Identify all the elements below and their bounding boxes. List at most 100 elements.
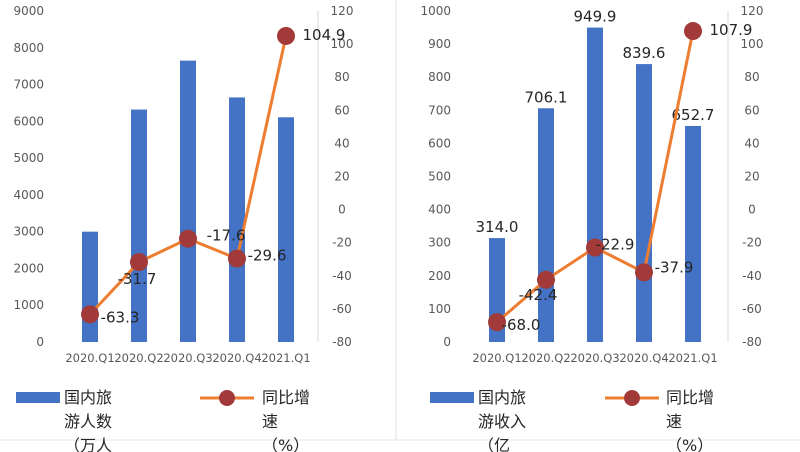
bar-value-label: 706.1 (525, 88, 568, 106)
bar-value-label: 839.6 (623, 44, 666, 62)
right-tick-label: -20 (742, 236, 762, 250)
right-tick-label: 0 (748, 203, 756, 217)
category-label: 2020.Q3 (163, 351, 212, 365)
right-tick-label: -40 (332, 269, 352, 283)
legend-line-label: 速 (262, 412, 278, 431)
growth-value-label: -17.6 (207, 227, 246, 245)
left-tick-label: 4000 (13, 188, 44, 202)
category-label: 2021.Q1 (261, 351, 310, 365)
legend-bar-label: 国内旅 (478, 388, 526, 407)
left-tick-label: 700 (428, 103, 451, 117)
legend-line-label: （%） (666, 436, 713, 452)
left-tick-label: 5000 (13, 151, 44, 165)
right-tick-label: 0 (338, 203, 346, 217)
left-tick-label: 6000 (13, 114, 44, 128)
legend-marker-swatch (219, 390, 235, 406)
left-tick-label: 800 (428, 70, 451, 84)
legend-line-label: （%） (262, 436, 309, 452)
right-tick-label: 40 (744, 136, 759, 150)
legend-bar-swatch (430, 392, 474, 403)
growth-value-label: -63.3 (101, 308, 140, 326)
category-label: 2020.Q4 (212, 351, 261, 365)
left-tick-label: 1000 (420, 4, 451, 18)
right-tick-label: 60 (744, 103, 759, 117)
right-tick-label: -80 (332, 335, 352, 349)
legend-line-label: 同比增 (666, 388, 714, 407)
bar (278, 117, 294, 342)
growth-marker (537, 270, 555, 289)
legend-bar-label: 游收入 (478, 412, 526, 431)
left-tick-label: 400 (428, 203, 451, 217)
legend-line-label: 同比增 (262, 388, 310, 407)
growth-marker (228, 249, 246, 268)
growth-marker (635, 263, 653, 282)
right-tick-label: -40 (742, 269, 762, 283)
right-tick-label: 80 (334, 70, 349, 84)
left-tick-label: 0 (36, 335, 44, 349)
bar (82, 231, 98, 342)
growth-value-label: -68.0 (502, 316, 541, 334)
legend-line-label: 速 (666, 412, 682, 431)
bar-value-label: 652.7 (672, 106, 715, 124)
tourist-count-chart: 0100020003000400050006000700080009000-80… (13, 4, 353, 452)
left-tick-label: 8000 (13, 41, 44, 55)
bar (131, 109, 147, 342)
right-tick-label: -60 (332, 302, 352, 316)
growth-marker (81, 305, 99, 324)
right-tick-label: 20 (334, 170, 349, 184)
right-tick-label: 100 (331, 37, 354, 51)
right-tick-label: 80 (744, 70, 759, 84)
growth-value-label: -31.7 (118, 270, 157, 288)
right-tick-label: 100 (741, 37, 764, 51)
growth-value-label: 104.9 (303, 26, 346, 44)
left-tick-label: 600 (428, 136, 451, 150)
left-tick-label: 300 (428, 236, 451, 250)
category-label: 2020.Q2 (114, 351, 163, 365)
category-label: 2020.Q2 (521, 351, 570, 365)
left-tick-label: 100 (428, 302, 451, 316)
growth-value-label: -22.9 (596, 235, 635, 253)
category-label: 2020.Q1 (472, 351, 521, 365)
growth-marker (586, 238, 604, 257)
legend-bar-swatch (16, 392, 60, 403)
right-tick-label: -80 (742, 335, 762, 349)
right-tick-label: 120 (741, 4, 764, 18)
category-label: 2020.Q4 (619, 351, 668, 365)
bar (587, 27, 603, 342)
growth-value-label: 107.9 (710, 21, 753, 39)
bar (685, 125, 701, 342)
growth-marker (277, 26, 295, 45)
growth-value-label: -29.6 (248, 247, 287, 265)
bar-value-label: 314.0 (476, 218, 519, 236)
right-tick-label: 40 (334, 136, 349, 150)
left-tick-label: 500 (428, 170, 451, 184)
left-tick-label: 9000 (13, 4, 44, 18)
left-tick-label: 7000 (13, 78, 44, 92)
growth-value-label: -42.4 (519, 286, 558, 304)
bar (636, 64, 652, 342)
right-tick-label: -60 (742, 302, 762, 316)
right-tick-label: -20 (332, 236, 352, 250)
growth-value-label: -37.9 (655, 258, 694, 276)
category-label: 2020.Q1 (65, 351, 114, 365)
legend-marker-swatch (624, 390, 640, 406)
left-tick-label: 2000 (13, 261, 44, 275)
bar (180, 60, 196, 343)
left-tick-label: 900 (428, 37, 451, 51)
legend-bar-label: 游人数 (64, 412, 112, 431)
bar (229, 97, 245, 342)
bar-value-label: 949.9 (574, 8, 617, 26)
growth-marker (684, 22, 702, 41)
growth-marker (488, 313, 506, 332)
growth-marker (130, 253, 148, 272)
left-tick-label: 200 (428, 269, 451, 283)
left-tick-label: 0 (443, 335, 451, 349)
category-label: 2020.Q3 (570, 351, 619, 365)
right-tick-label: 120 (331, 4, 354, 18)
tourism-revenue-chart: 01002003004005006007008009001000-80-60-4… (420, 4, 763, 452)
category-label: 2021.Q1 (668, 351, 717, 365)
growth-marker (179, 229, 197, 248)
legend-bar-label: （万人 (64, 436, 112, 452)
legend-bar-label: 国内旅 (64, 388, 112, 407)
